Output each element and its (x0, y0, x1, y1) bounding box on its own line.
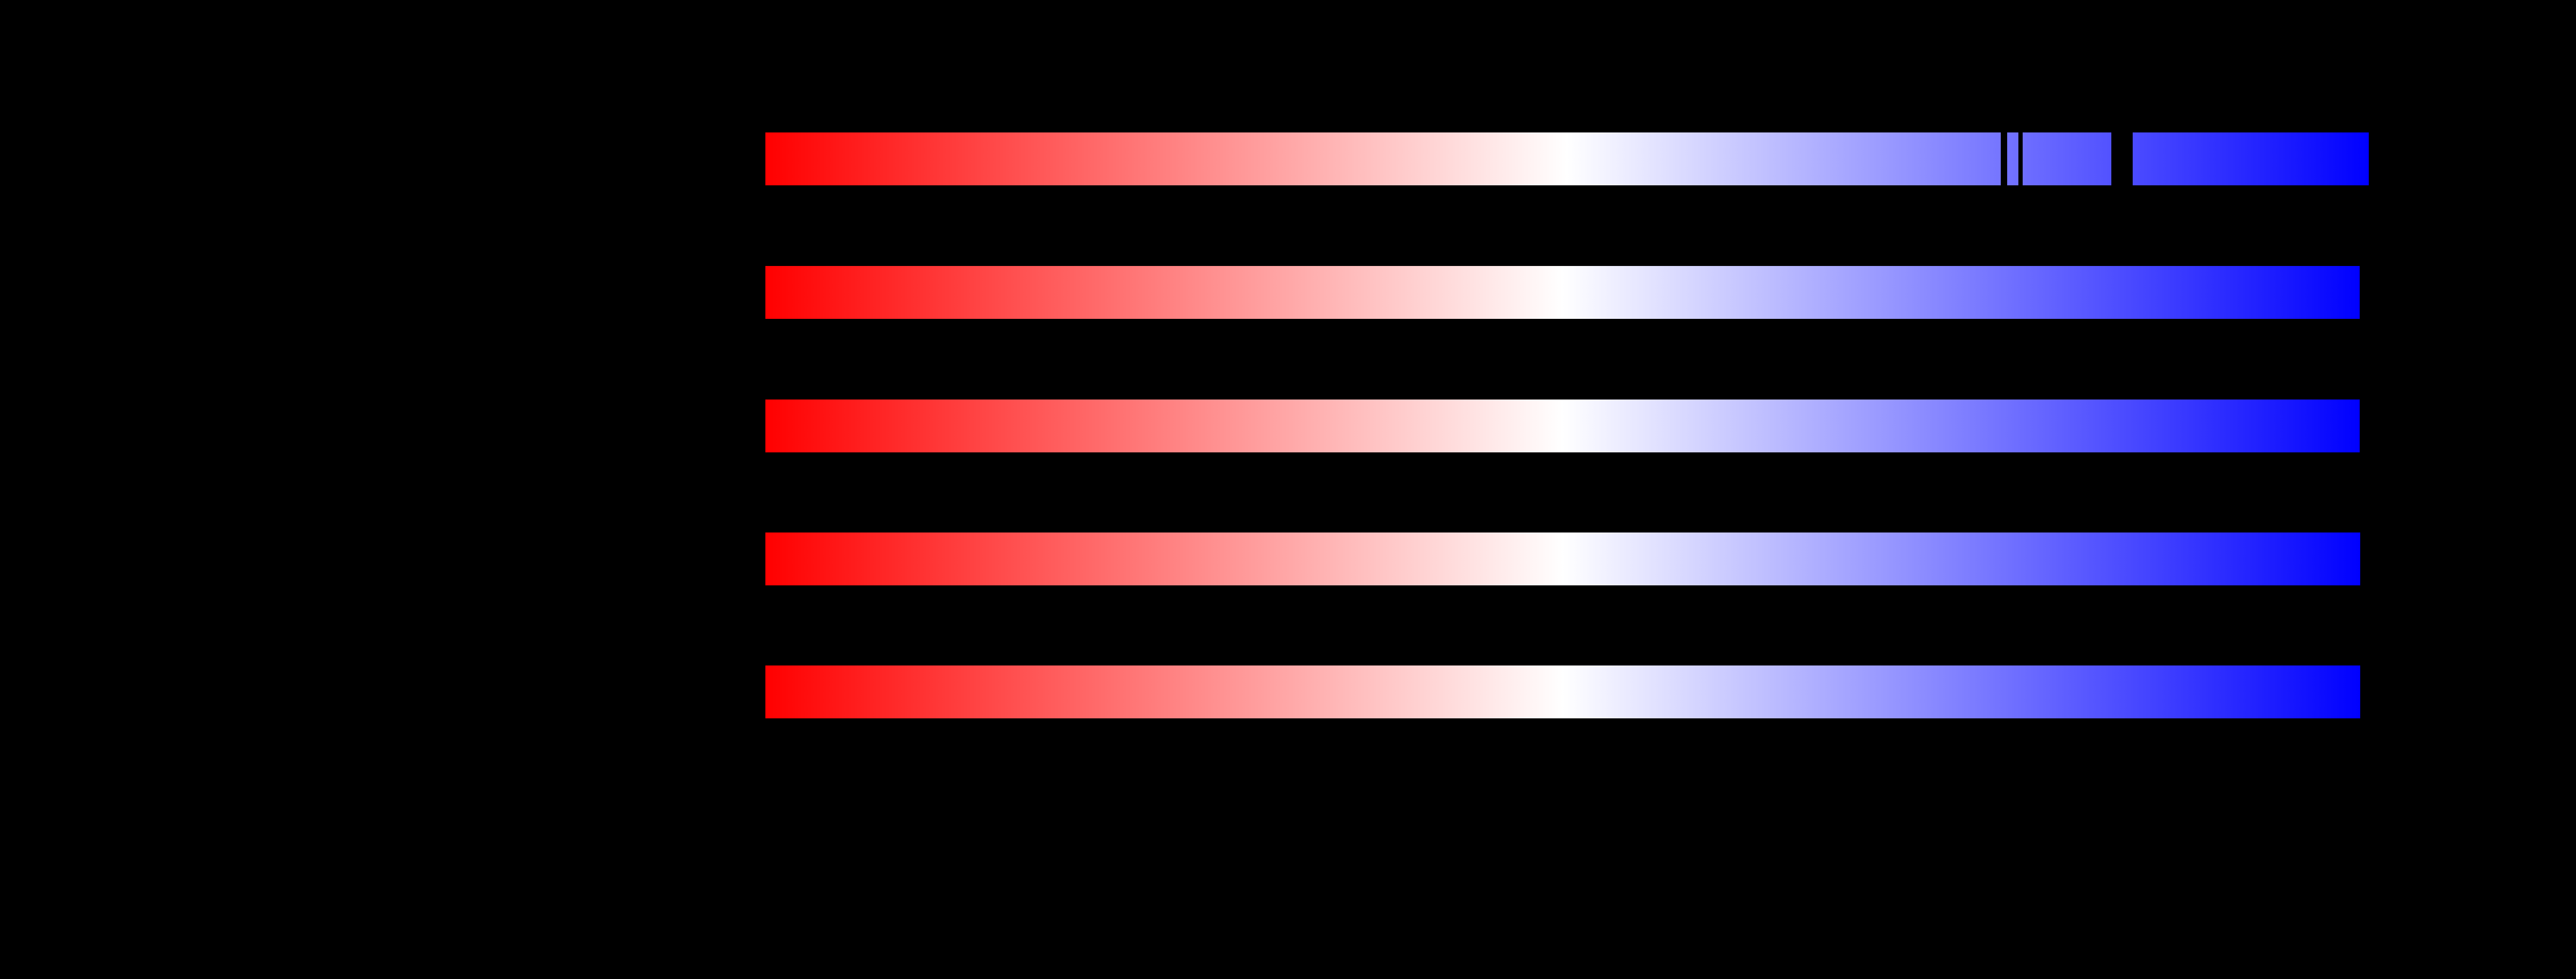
ramp-bar-3 (765, 400, 2360, 452)
bar-gap (2001, 132, 2007, 185)
ramp-bar-1 (765, 132, 2369, 185)
ramp-bar-5 (765, 665, 2360, 718)
bar-gap (2111, 132, 2133, 185)
bar-gap (2018, 132, 2023, 185)
ramp-bar-2 (765, 266, 2360, 319)
ramp-bar-4 (765, 532, 2360, 585)
